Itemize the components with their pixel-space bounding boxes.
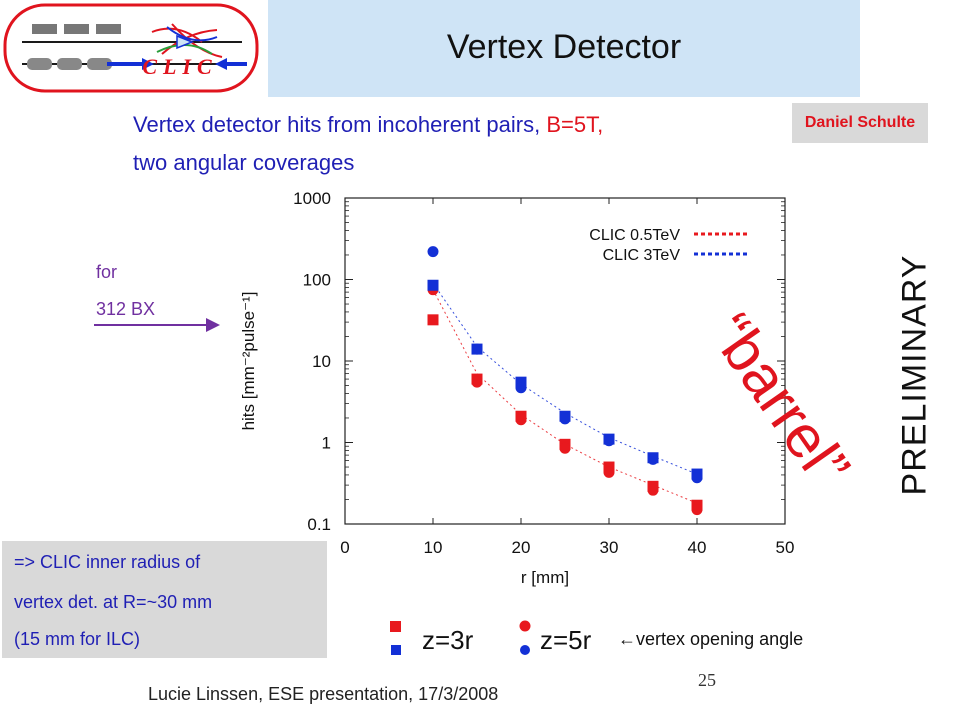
data-point-circle (559, 413, 571, 425)
preliminary-label: PRELIMINARY (895, 254, 934, 496)
note-line-1: => CLIC inner radius of (14, 552, 201, 572)
page-number: 25 (698, 670, 716, 690)
marker-legend: z=3r z=5r ←vertex opening angle (390, 620, 803, 655)
x-tick-label: 50 (776, 538, 795, 557)
data-point-square (515, 376, 527, 388)
data-point-circle (603, 435, 615, 447)
legend-series-label: CLIC 3TeV (603, 247, 681, 264)
subtitle-line-2: two angular coverages (133, 150, 355, 175)
legend-circle-label: z=5r (540, 625, 592, 655)
logo-text: CLIC (142, 54, 217, 79)
data-point-circle (427, 246, 439, 258)
annotation-bx: 312 BX (96, 299, 156, 319)
y-tick-label: 1000 (293, 189, 331, 208)
legend-arrow-note: ←vertex opening angle (618, 629, 803, 649)
chart-axes: 0 10 20 30 40 50 0.1 1 10 100 1000 r [mm] hits [mm⁻²… (239, 189, 794, 587)
legend-square-blue (391, 645, 401, 655)
title-bar (268, 0, 860, 97)
x-tick-label: 10 (424, 538, 443, 557)
legend-circle-blue (520, 645, 530, 655)
subtitle-main: Vertex detector hits from incoherent pai… (133, 112, 541, 137)
x-tick-label: 0 (340, 538, 349, 557)
data-point-circle (691, 472, 703, 484)
legend-square-label: z=3r (422, 625, 474, 655)
subtitle-line-1: Vertex detector hits from incoherent pai… (133, 112, 603, 138)
data-point-circle (559, 442, 571, 454)
data-point-circle (603, 466, 615, 478)
annotation-for: for (96, 262, 118, 282)
data-point-square (427, 279, 439, 291)
chart-fit-curves (432, 282, 698, 504)
x-tick-label: 30 (600, 538, 619, 557)
annotation-arrow-icon (94, 318, 220, 332)
fit-curve (432, 289, 698, 504)
y-tick-label: 0.1 (307, 515, 331, 534)
chart-points (427, 246, 703, 516)
legend-series-label: CLIC 0.5TeV (589, 227, 680, 244)
data-point-circle (471, 376, 483, 388)
note-box: => CLIC inner radius of vertex det. at R… (2, 541, 327, 658)
author-badge: Daniel Schulte (792, 103, 928, 143)
legend-circle-red (519, 620, 531, 632)
data-point-circle (515, 382, 527, 394)
chart-legend: CLIC 0.5TeV CLIC 3TeV (589, 227, 750, 264)
data-point-circle (471, 343, 483, 355)
footer-citation: Lucie Linssen, ESE presentation, 17/3/20… (148, 684, 499, 704)
x-tick-label: 20 (512, 538, 531, 557)
note-line-3: (15 mm for ILC) (14, 629, 141, 649)
x-axis-label: r [mm] (521, 568, 569, 587)
data-point-circle (691, 504, 703, 516)
y-tick-label: 1 (322, 434, 331, 453)
slide-title: Vertex Detector (446, 28, 682, 66)
hits-vs-radius-chart: 0 10 20 30 40 50 0.1 1 10 100 1000 r [mm] hits [mm⁻²… (239, 189, 794, 587)
data-point-square (427, 314, 439, 326)
data-point-circle (647, 484, 659, 496)
legend-square-red (390, 621, 401, 632)
data-point-circle (647, 453, 659, 465)
y-axis-label: hits [mm⁻²pulse⁻¹] (239, 292, 258, 431)
y-tick-label: 10 (312, 352, 331, 371)
note-line-2: vertex det. at R=~30 mm (14, 592, 213, 612)
clic-logo: CLIC (2, 2, 260, 94)
subtitle-field: B=5T, (546, 112, 604, 137)
y-tick-label: 100 (303, 271, 331, 290)
x-tick-label: 40 (688, 538, 707, 557)
data-point-circle (515, 414, 527, 426)
